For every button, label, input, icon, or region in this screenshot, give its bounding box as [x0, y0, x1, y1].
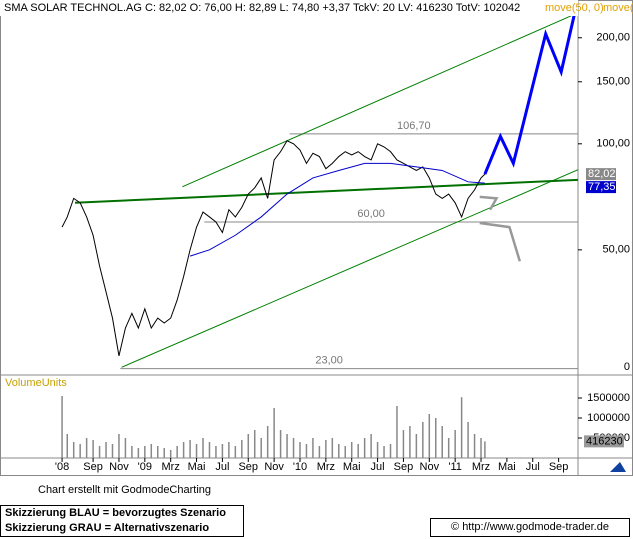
- x-tick-label: '08: [55, 461, 69, 473]
- x-tick-label: Jul: [371, 461, 385, 473]
- volume-last-label: 416230: [586, 435, 623, 447]
- credit: Chart erstellt mit GodmodeCharting: [38, 484, 212, 496]
- level-label: 106,70: [397, 120, 431, 132]
- y-tick-label: 150,00: [596, 76, 630, 88]
- y-floor-label: 0: [624, 361, 630, 373]
- volume-tick-label: 1500000: [587, 392, 630, 404]
- x-tick-label: Jul: [215, 461, 229, 473]
- scenario-line: [479, 195, 499, 211]
- last-value-label: 77,35: [588, 181, 616, 193]
- x-tick-label: Sep: [83, 461, 103, 473]
- channel-line: [182, 14, 574, 188]
- chart: 106,70 60,00 23,00 50,00 100,00 150,00 200,00 0…: [0, 0, 633, 476]
- price-pane: 106,70 60,00 23,00: [61, 9, 578, 370]
- x-tick-label: Mrz: [472, 461, 490, 473]
- price-line: [189, 162, 485, 257]
- volume-last-box: [584, 435, 624, 448]
- x-tick-label: Sep: [549, 461, 569, 473]
- x-tick-label: Nov: [420, 461, 440, 473]
- x-tick-label: Nov: [264, 461, 284, 473]
- x-tick-label: '10: [293, 461, 307, 473]
- y-tick-label: 100,00: [596, 138, 630, 150]
- x-tick-label: Sep: [238, 461, 258, 473]
- x-tick-label: Mrz: [317, 461, 335, 473]
- x-tick-label: Jul: [526, 461, 540, 473]
- header: SMA SOLAR TECHNOL.AG C: 82,02 O: 76,00 H…: [4, 2, 520, 14]
- channel-line: [121, 169, 578, 368]
- legend-blue: Skizzierung BLAU = bevorzugtes Szenario: [5, 507, 226, 519]
- nav-icon[interactable]: [610, 462, 626, 472]
- last-value-box: [586, 181, 616, 194]
- level-label: 60,00: [357, 208, 385, 220]
- neckline: [74, 178, 578, 204]
- x-tick-label: '09: [138, 461, 152, 473]
- scenario-line: [479, 221, 522, 262]
- y-tick-label: 200,00: [596, 32, 630, 44]
- last-value-label: 82,02: [588, 168, 616, 180]
- x-tick-label: Nov: [109, 461, 129, 473]
- last-value-box: [586, 168, 616, 181]
- volume-label: VolumeUnits: [5, 377, 67, 389]
- x-tick-label: Mai: [343, 461, 361, 473]
- x-tick-label: '11: [448, 461, 462, 473]
- legend-grey: Skizzierung GRAU = Alternativszenario: [5, 522, 210, 534]
- indicator-label: move(50, 0): [545, 2, 604, 14]
- scenario-line: [483, 9, 577, 175]
- x-tick-label: Mrz: [162, 461, 180, 473]
- header-bg: [0, 0, 578, 16]
- x-tick-label: Mai: [498, 461, 516, 473]
- chart-frame: [0, 0, 633, 476]
- source-link[interactable]: © http://www.godmode-trader.de: [430, 518, 630, 537]
- price-line: [61, 140, 486, 356]
- x-tick-label: Sep: [394, 461, 414, 473]
- level-label: 23,00: [315, 355, 343, 367]
- x-tick-label: Mai: [188, 461, 206, 473]
- legend-box: Skizzierung BLAU = bevorzugtes Szenario …: [0, 505, 244, 537]
- indicator-label: move(200, 0): [603, 2, 633, 14]
- volume-tick-label: 1000000: [587, 412, 630, 424]
- y-tick-label: 50,00: [602, 244, 630, 256]
